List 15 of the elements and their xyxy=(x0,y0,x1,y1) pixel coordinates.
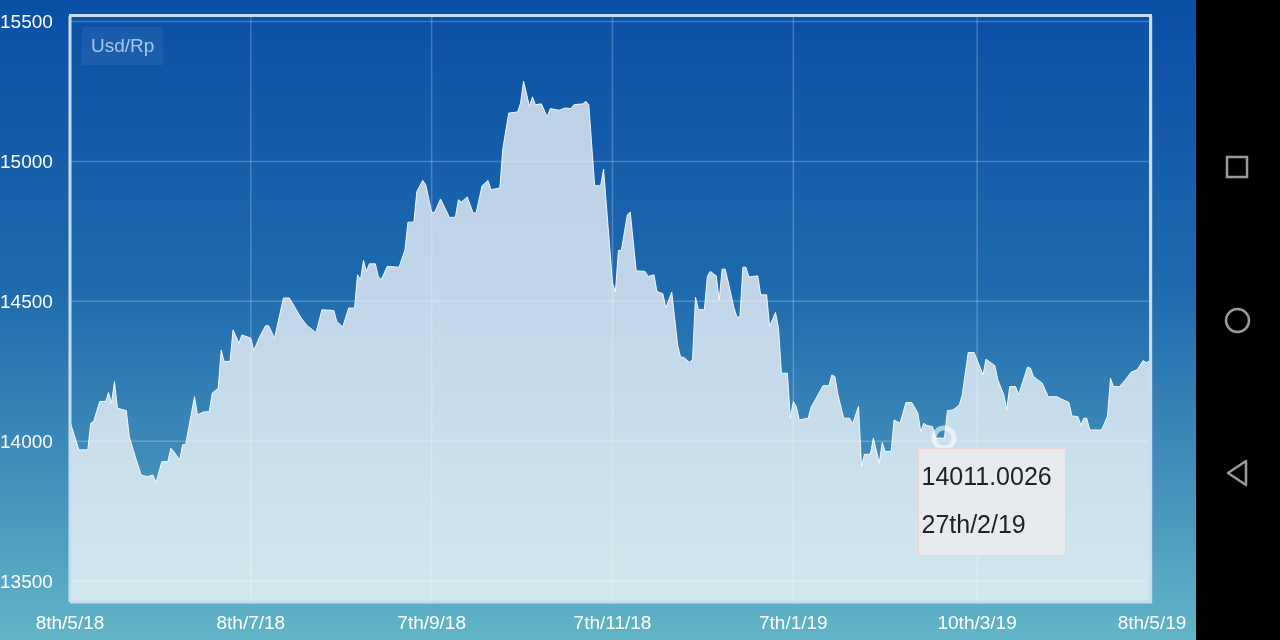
text: Usd/Rp xyxy=(82,27,164,65)
x-tick-label: 8th/5/19 xyxy=(1117,612,1187,634)
y-tick-label: 13500 xyxy=(0,570,53,592)
x-tick-label: 7th/1/19 xyxy=(758,612,828,634)
y-tick-label: 14500 xyxy=(0,291,53,313)
x-tick-label: 7th/9/18 xyxy=(397,612,466,634)
y-tick-label: 15000 xyxy=(0,151,53,173)
annotation: 14011.0026 xyxy=(921,461,1052,493)
y-tick-label: 14000 xyxy=(0,430,53,452)
x-tick-label: 7th/11/18 xyxy=(573,612,652,634)
x-tick-label: 10th/3/19 xyxy=(937,612,1017,634)
annotation: 27th/2/19 xyxy=(921,509,1026,541)
x-tick-label: 8th/7/18 xyxy=(216,612,286,634)
x-tick-label: 8th/5/18 xyxy=(35,612,105,634)
y-tick-label: 15500 xyxy=(0,11,53,33)
